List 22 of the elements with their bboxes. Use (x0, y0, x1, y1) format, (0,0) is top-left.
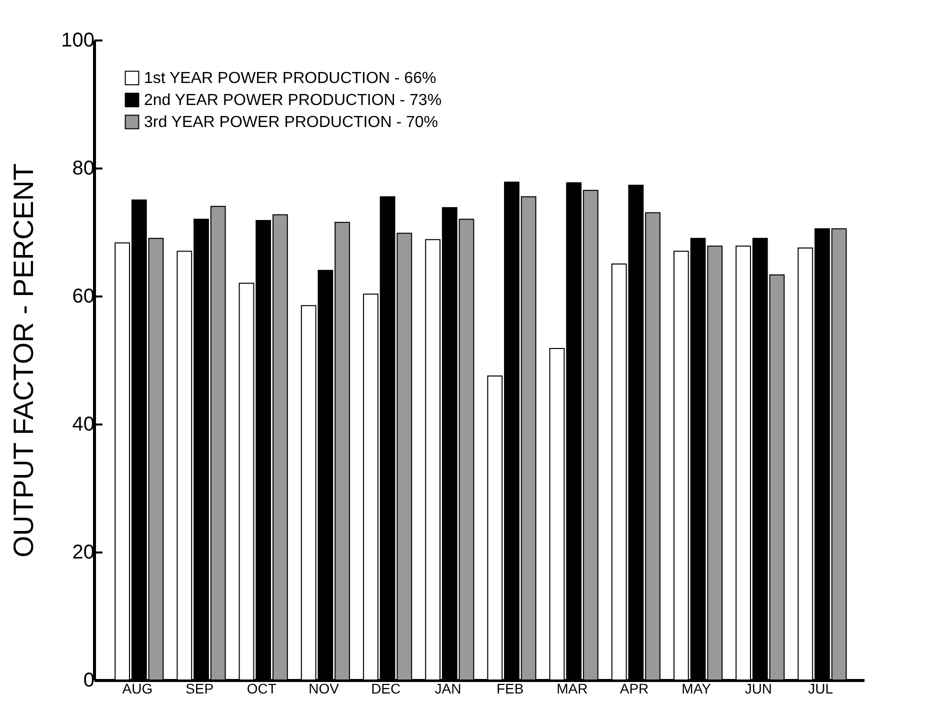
x-tick-label: SEP (186, 680, 214, 696)
y-tick-label: 0 (83, 670, 94, 692)
y-tick-label: 60 (72, 286, 94, 308)
y-tick-label: 40 (72, 414, 94, 436)
x-tick-label: FEB (496, 680, 524, 696)
x-tick-label: AUG (122, 680, 153, 696)
x-tick-label: MAY (682, 680, 712, 696)
x-tick-label: JUL (808, 680, 834, 696)
legend-label: 1st YEAR POWER PRODUCTION - 66% (144, 70, 436, 87)
x-tick-label: MAR (556, 680, 588, 696)
y-tick-label: 80 (72, 158, 94, 180)
y-tick-label: 20 (72, 542, 94, 564)
legend-label: 2nd YEAR POWER PRODUCTION - 73% (144, 92, 442, 109)
x-tick-label: APR (620, 680, 649, 696)
x-tick-label: JAN (434, 680, 462, 696)
legend-label: 3rd YEAR POWER PRODUCTION - 70% (144, 114, 438, 131)
x-tick-label: NOV (308, 680, 340, 696)
y-tick-label: 100 (61, 30, 94, 52)
x-tick-label: OCT (246, 680, 277, 696)
y-axis-title: OUTPUT FACTOR - PERCENT (8, 163, 40, 558)
x-tick-label: JUN (744, 680, 772, 696)
x-tick-label: DEC (371, 680, 401, 696)
